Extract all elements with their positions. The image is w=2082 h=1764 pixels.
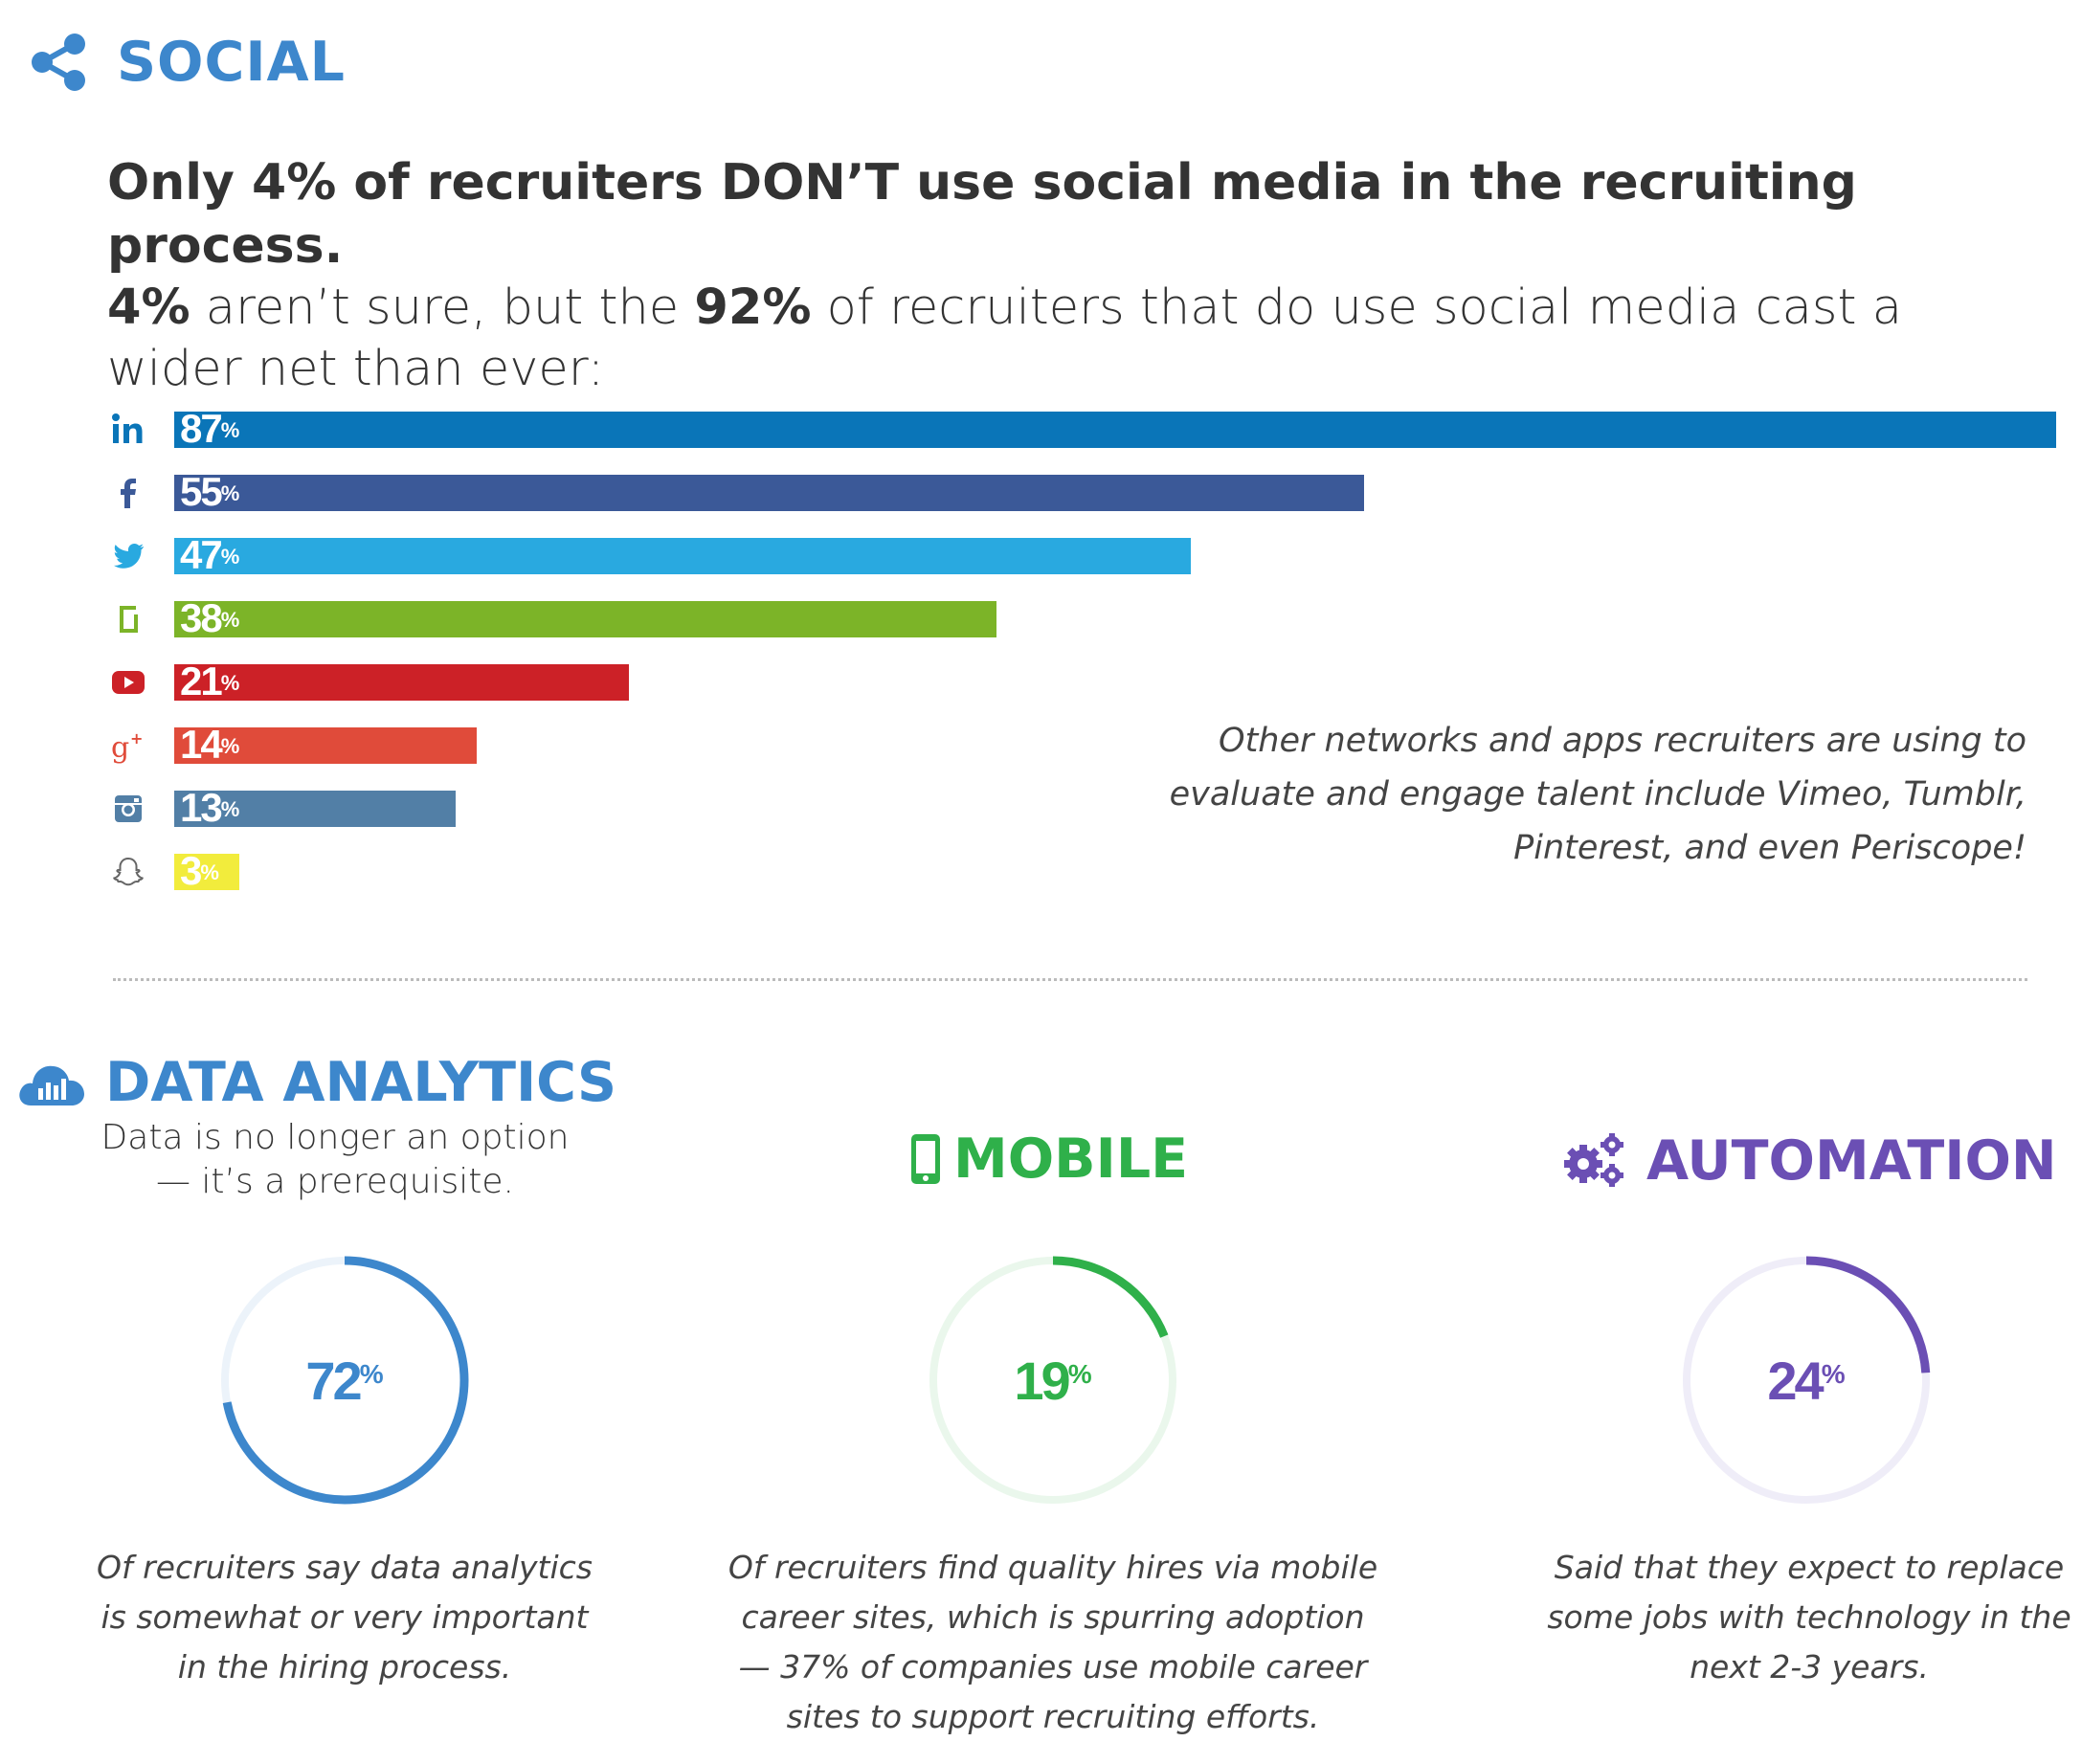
linkedin-icon bbox=[109, 411, 147, 449]
other-networks-note: Other networks and apps recruiters are u… bbox=[1169, 722, 2026, 867]
section-title-analytics: DATA ANALYTICS bbox=[105, 1051, 617, 1114]
analytics-donut-arc bbox=[220, 1256, 469, 1505]
bar-value-unit: % bbox=[200, 860, 219, 884]
analytics-value-number: 72 bbox=[305, 1350, 362, 1411]
analytics-header: DATA ANALYTICS bbox=[17, 1051, 616, 1114]
mobile-value-unit: % bbox=[1067, 1359, 1092, 1389]
automation-header: AUTOMATION bbox=[1562, 1129, 2057, 1193]
bar-value-unit: % bbox=[220, 608, 240, 632]
analytics-caption: Of recruiters say data analytics is some… bbox=[97, 1549, 593, 1686]
googleplus-icon: g + bbox=[109, 726, 147, 765]
section-title-mobile: MOBILE bbox=[953, 1128, 1189, 1191]
mobile-donut: 19% bbox=[919, 1246, 1187, 1514]
mobile-value-number: 19 bbox=[1014, 1350, 1070, 1411]
bar-value: 38 bbox=[180, 595, 223, 640]
headline-sub: 4% aren’t sure, but the 92% of recruiter… bbox=[107, 278, 1974, 400]
bar-value-unit: % bbox=[220, 734, 240, 758]
automation-value: 24% bbox=[1672, 1246, 1940, 1514]
bar-snapchat bbox=[174, 854, 239, 890]
cloud-chart-icon bbox=[17, 1056, 86, 1109]
glassdoor-icon bbox=[109, 600, 147, 638]
headline-sub-text-1: aren’t sure, but the bbox=[190, 279, 695, 336]
mobile-value: 19% bbox=[919, 1246, 1187, 1514]
bar-linkedin bbox=[174, 412, 2056, 448]
svg-text:+: + bbox=[130, 729, 143, 748]
automation-donut: 24% bbox=[1672, 1246, 1940, 1514]
automation-value-number: 24 bbox=[1767, 1350, 1824, 1411]
twitter-icon bbox=[109, 537, 147, 575]
headline-main: Only 4% of recruiters DON’T use social m… bbox=[107, 154, 1857, 275]
svg-text:g: g bbox=[111, 731, 129, 765]
bar-instagram bbox=[174, 791, 456, 827]
bar-value-unit: % bbox=[220, 545, 240, 569]
headline-sub-bold-unsure: 4% bbox=[107, 279, 190, 336]
analytics-value-unit: % bbox=[359, 1359, 384, 1389]
bar-value-unit: % bbox=[220, 481, 240, 505]
gears-icon bbox=[1562, 1131, 1627, 1191]
bar-value: 21 bbox=[180, 659, 223, 703]
bar-label-glassdoor: 38% bbox=[180, 597, 239, 639]
bar-value-unit: % bbox=[220, 797, 240, 821]
bar-value: 55 bbox=[180, 469, 223, 514]
headline-sub-bold-use: 92% bbox=[694, 279, 812, 336]
bar-value-unit: % bbox=[220, 671, 240, 695]
analytics-subtitle: Data is no longer an option — it’s a pre… bbox=[101, 1118, 570, 1201]
instagram-icon bbox=[109, 790, 147, 828]
share-icon bbox=[29, 32, 90, 93]
bar-label-linkedin: 87% bbox=[180, 408, 239, 450]
bar-label-googleplus: 14% bbox=[180, 724, 239, 766]
automation-value-unit: % bbox=[1821, 1359, 1846, 1389]
section-title-social: SOCIAL bbox=[117, 31, 346, 94]
automation-caption: Said that they expect to replace some jo… bbox=[1547, 1549, 2071, 1686]
mobile-header: MOBILE bbox=[909, 1128, 1188, 1191]
social-header: SOCIAL bbox=[29, 29, 346, 96]
bar-label-twitter: 47% bbox=[180, 534, 239, 576]
smartphone-icon bbox=[909, 1132, 942, 1186]
bar-googleplus bbox=[174, 727, 478, 764]
bar-twitter bbox=[174, 538, 1192, 574]
youtube-icon bbox=[109, 663, 147, 702]
mobile-donut-arc bbox=[929, 1256, 1177, 1505]
bar-value: 47 bbox=[180, 532, 223, 577]
section-divider bbox=[113, 978, 2027, 981]
bar-value-unit: % bbox=[220, 418, 240, 442]
analytics-value: 72% bbox=[211, 1246, 479, 1514]
facebook-icon bbox=[109, 474, 147, 512]
bar-label-facebook: 55% bbox=[180, 471, 239, 513]
snapchat-icon bbox=[109, 853, 147, 891]
bar-label-youtube: 21% bbox=[180, 660, 239, 703]
social-bar-chart: 87% 55% 47% 38% 21% g +14% 13% 3% bbox=[109, 408, 2056, 892]
section-title-automation: AUTOMATION bbox=[1646, 1129, 2057, 1193]
analytics-donut: 72% bbox=[211, 1246, 479, 1514]
mobile-caption: Of recruiters find quality hires via mob… bbox=[728, 1549, 1378, 1735]
bar-value: 14 bbox=[180, 722, 223, 767]
bar-glassdoor bbox=[174, 601, 996, 637]
bar-value: 87 bbox=[180, 406, 223, 451]
headline-sub-text-2: of recruiters that do use social media c… bbox=[107, 279, 1902, 397]
bar-value: 13 bbox=[180, 785, 223, 830]
headline: Only 4% of recruiters DON’T use social m… bbox=[107, 151, 1974, 400]
bar-label-instagram: 13% bbox=[180, 787, 239, 829]
bar-facebook bbox=[174, 475, 1364, 511]
bar-value: 3 bbox=[180, 848, 202, 893]
automation-donut-arc bbox=[1682, 1256, 1931, 1505]
bar-youtube bbox=[174, 664, 629, 701]
bar-label-snapchat: 3% bbox=[180, 850, 219, 892]
